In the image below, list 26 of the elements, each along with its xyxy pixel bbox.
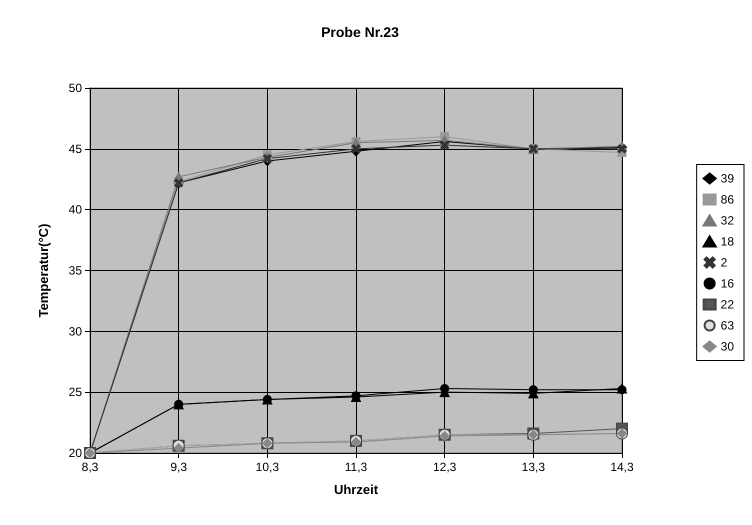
x-tick-label: 13,3 — [522, 460, 546, 474]
chart-title: Probe Nr.23 — [321, 24, 400, 40]
legend-label: 39 — [720, 172, 734, 186]
legend-label: 16 — [720, 276, 734, 290]
y-tick-label: 25 — [68, 385, 82, 400]
y-tick-label: 50 — [68, 81, 82, 95]
y-tick-label: 20 — [68, 446, 82, 460]
legend-label: 86 — [720, 192, 734, 206]
legend-label: 63 — [720, 318, 734, 332]
x-tick-label: 8,3 — [82, 460, 99, 474]
x-tick-label: 11,3 — [344, 460, 368, 474]
y-axis-title: Temperatur(°C) — [36, 224, 51, 318]
y-tick-label: 35 — [68, 264, 82, 278]
y-tick-label: 40 — [68, 202, 82, 217]
x-tick-label: 14,3 — [610, 460, 634, 474]
legend-label: 2 — [720, 256, 728, 270]
y-tick-label: 30 — [68, 324, 82, 338]
legend-label: 32 — [720, 214, 734, 228]
x-tick-label: 10,3 — [256, 460, 280, 474]
legend-label: 30 — [720, 340, 734, 354]
x-axis-title: Uhrzeit — [334, 482, 379, 497]
legend-label: 18 — [720, 234, 734, 248]
y-tick-label: 45 — [68, 142, 82, 156]
x-tick-label: 9,3 — [170, 460, 188, 474]
legend-label: 22 — [720, 298, 734, 312]
x-tick-label: 12,3 — [432, 460, 457, 474]
